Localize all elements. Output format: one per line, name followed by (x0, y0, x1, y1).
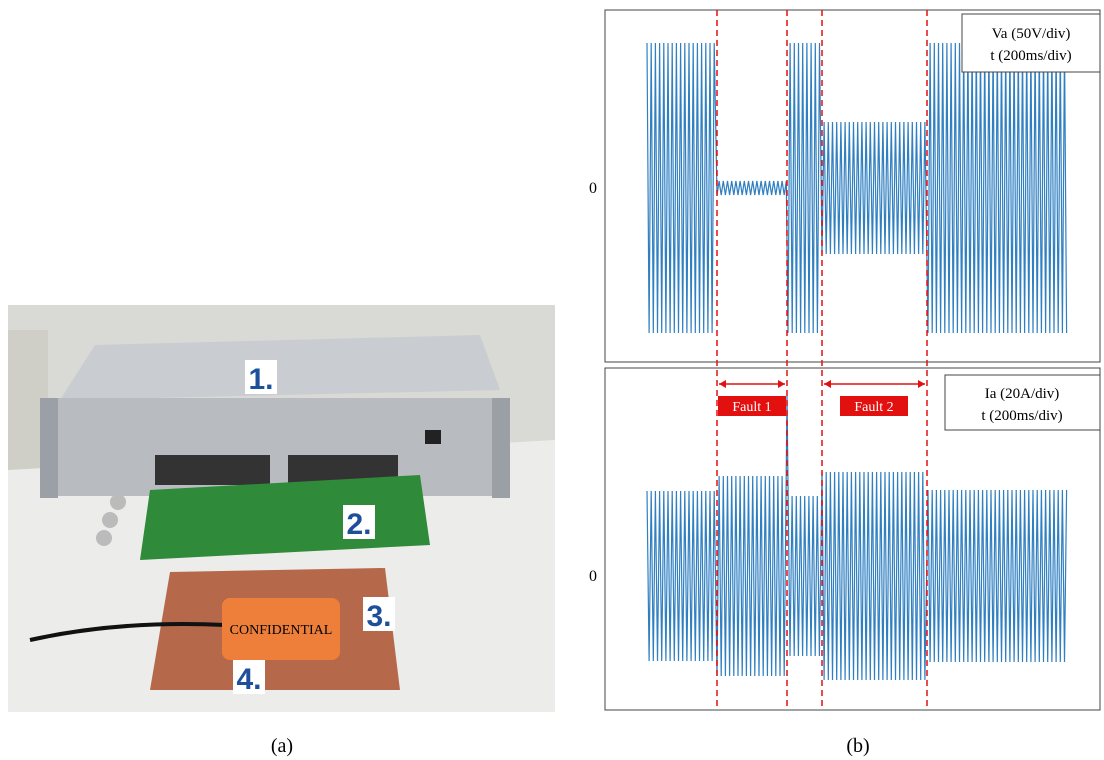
legend-text: Ia (20A/div) (985, 386, 1060, 402)
power-switch (425, 430, 441, 444)
fault-label-bg (718, 396, 786, 416)
current-frame (604, 367, 1101, 711)
label-bg (363, 597, 395, 631)
box-top (60, 335, 500, 400)
arrow-head (719, 380, 726, 388)
arrow-head (918, 380, 925, 388)
box-handle-right (492, 398, 510, 498)
arrow-head (778, 380, 785, 388)
bnc (96, 530, 112, 546)
fault-label: Fault 1 (732, 400, 771, 415)
voltage-frame (604, 9, 1101, 363)
zero-label: 0 (589, 568, 597, 585)
bnc (102, 512, 118, 528)
label-2: 2. (346, 508, 371, 541)
box-front (40, 398, 510, 496)
label-3: 3. (366, 600, 391, 633)
label-bg (233, 660, 265, 694)
waveform (646, 395, 1068, 681)
legend-text: t (200ms/div) (990, 48, 1071, 64)
fault-label-bg (840, 396, 908, 416)
label-bg (245, 360, 277, 394)
box-handle-left (40, 398, 58, 498)
photo: CONFIDENTIAL 1. 2. 3. 4. (8, 305, 555, 712)
fault-label: Fault 2 (854, 400, 893, 415)
device (222, 598, 340, 660)
legend-text: t (200ms/div) (981, 408, 1062, 424)
arrow-head (824, 380, 831, 388)
caption-a: (a) (271, 735, 293, 757)
legend-box (961, 13, 1101, 73)
cable (29, 622, 226, 642)
device-label: CONFIDENTIAL (230, 623, 333, 638)
waveform (646, 42, 1068, 334)
caption-b: (b) (846, 735, 869, 757)
label-1: 1. (248, 363, 273, 396)
connector-left (155, 455, 270, 485)
label-bg (343, 505, 375, 539)
fault-markers (716, 10, 928, 710)
label-4: 4. (236, 663, 261, 696)
bnc (110, 494, 126, 510)
legend-text: Va (50V/div) (992, 26, 1071, 42)
legend-box (944, 374, 1101, 431)
zero-label: 0 (589, 180, 597, 197)
